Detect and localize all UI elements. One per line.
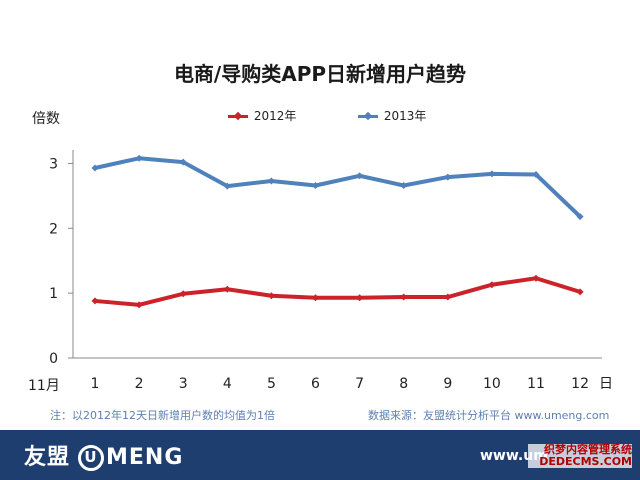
x-tick-label-8: 8	[399, 376, 408, 392]
x-tick-label-12: 12	[571, 376, 589, 392]
x-tick-label-1: 1	[91, 376, 100, 392]
x-tick-label-9: 9	[443, 376, 452, 392]
x-tick-label-6: 6	[311, 376, 320, 392]
y-tick-label-2: 2	[49, 221, 58, 237]
data-point-2012年-3	[179, 290, 187, 298]
watermark-stamp: 织梦内容管理系统 DEDECMS.COM	[528, 444, 632, 468]
brand-footer-bar: 友盟 U MENG www.um 织梦内容管理系统 DEDECMS.COM	[0, 430, 640, 480]
data-point-2013年-9	[444, 173, 452, 181]
chart-title: 电商/导购类APP日新增用户趋势	[173, 62, 467, 86]
x-tick-label-5: 5	[267, 376, 276, 392]
footnote: 注：以2012年12天日新增用户数的均值为1倍	[50, 409, 275, 422]
x-tick-label-10: 10	[483, 376, 501, 392]
data-point-2012年-8	[400, 293, 408, 301]
data-point-2013年-6	[312, 182, 319, 190]
logo-chinese-text: 友盟	[24, 445, 71, 470]
y-axis-label: 倍数	[32, 111, 60, 127]
data-point-2013年-3	[179, 158, 187, 166]
x-tick-label-4: 4	[223, 376, 232, 392]
x-tick-label-7: 7	[355, 376, 364, 392]
watermark-line-1: 织梦内容管理系统	[544, 443, 632, 456]
data-point-2012年-12	[576, 288, 584, 296]
data-point-2012年-2	[135, 301, 143, 309]
umeng-logo: 友盟 U MENG	[24, 439, 183, 471]
x-axis-month-label: 11月	[28, 378, 60, 394]
data-point-2013年-11	[532, 170, 540, 178]
legend-swatch-2012	[228, 111, 248, 121]
y-tick-label-3: 3	[49, 156, 58, 172]
data-point-2012年-10	[488, 281, 496, 289]
data-point-2013年-7	[356, 172, 364, 180]
data-point-2013年-2	[135, 154, 143, 162]
legend-item-2012: 2012年	[228, 108, 296, 124]
data-point-2012年-7	[356, 294, 364, 302]
data-point-2013年-12	[576, 213, 584, 221]
logo-u-icon: U	[78, 445, 105, 471]
x-axis-unit-label: 日	[599, 376, 613, 392]
data-point-2012年-5	[267, 292, 275, 300]
data-point-2012年-11	[532, 274, 540, 282]
legend-swatch-2013	[358, 111, 378, 121]
data-point-2012年-4	[223, 285, 231, 293]
logo-english-text: MENG	[106, 445, 184, 470]
legend-label-2013: 2013年	[383, 109, 427, 123]
data-point-2013年-5	[267, 177, 275, 185]
data-source-note: 数据来源：友盟统计分析平台 www.umeng.com	[368, 409, 610, 422]
data-point-2013年-10	[488, 170, 496, 178]
x-tick-label-2: 2	[135, 376, 144, 392]
series-line-2012年	[93, 276, 583, 307]
data-point-2012年-9	[444, 293, 452, 301]
x-tick-label-3: 3	[179, 376, 188, 392]
legend-item-2013: 2013年	[358, 108, 426, 124]
data-point-2013年-8	[400, 182, 408, 190]
y-tick-label-0: 0	[49, 351, 58, 367]
y-tick-label-1: 1	[49, 286, 58, 302]
x-tick-label-11: 11	[527, 376, 545, 392]
watermark-line-2: DEDECMS.COM	[539, 455, 632, 468]
data-point-2012年-1	[91, 297, 99, 305]
series-line-2013年	[93, 156, 583, 219]
data-point-2012年-6	[312, 294, 319, 302]
legend-label-2012: 2012年	[253, 109, 297, 123]
data-point-2013年-4	[223, 182, 231, 190]
data-point-2013年-1	[91, 164, 99, 172]
